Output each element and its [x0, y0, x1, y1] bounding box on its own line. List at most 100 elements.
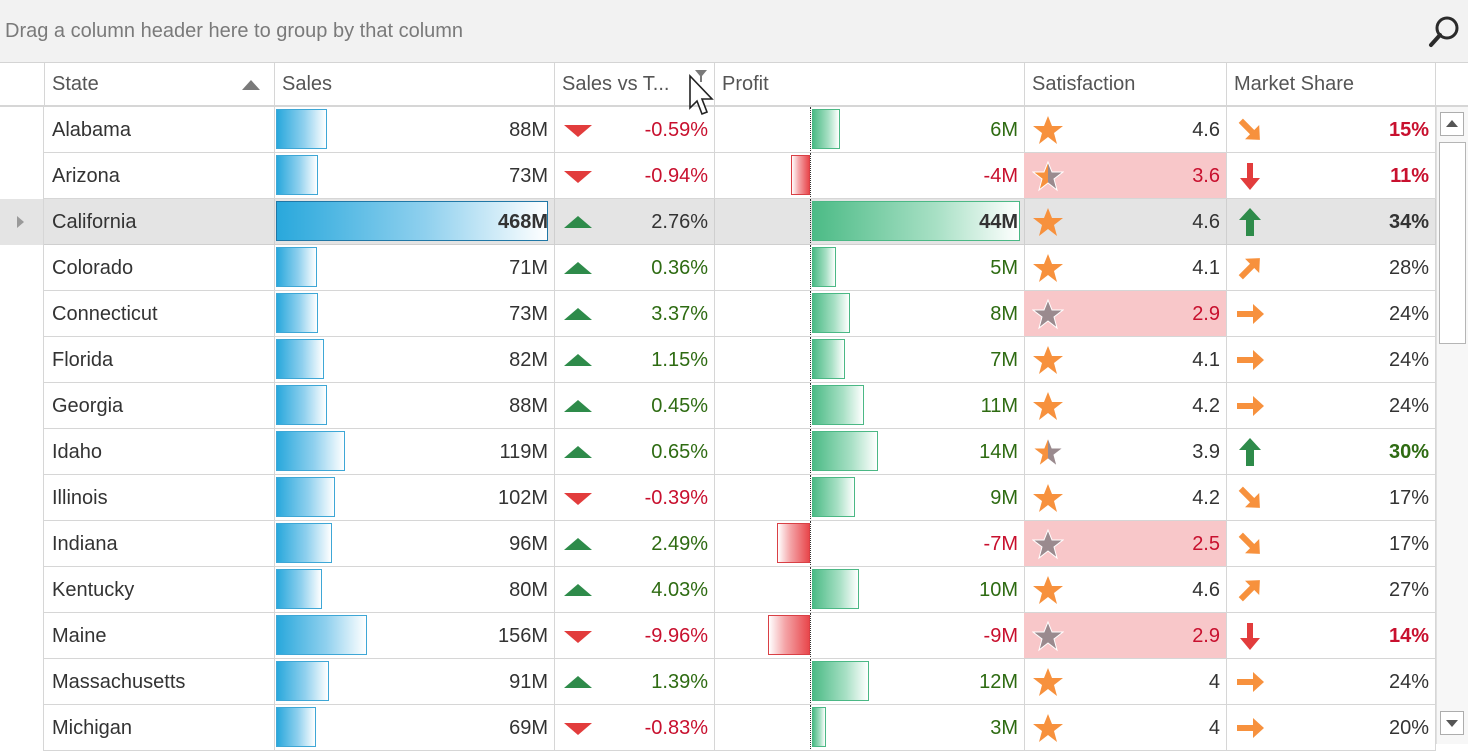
table-row[interactable]: Illinois 102M -0.39% 9M 4.2 17% [0, 475, 1436, 521]
cell-sales-vs-target[interactable]: -0.39% [554, 475, 715, 521]
row-indicator[interactable] [0, 613, 44, 659]
cell-state[interactable]: Arizona [44, 153, 275, 199]
vertical-scrollbar[interactable] [1436, 107, 1468, 744]
cell-sales[interactable]: 73M [274, 291, 555, 337]
cell-sales-vs-target[interactable]: 2.49% [554, 521, 715, 567]
group-panel[interactable]: Drag a column header here to group by th… [0, 0, 1468, 63]
table-row[interactable]: Maine 156M -9.96% -9M 2.9 14% [0, 613, 1436, 659]
table-row[interactable]: Connecticut 73M 3.37% 8M 2.9 24% [0, 291, 1436, 337]
cell-satisfaction[interactable]: 2.9 [1024, 613, 1227, 659]
cell-profit[interactable]: 9M [714, 475, 1025, 521]
cell-satisfaction[interactable]: 4.6 [1024, 567, 1227, 613]
cell-sales[interactable]: 69M [274, 705, 555, 751]
cell-profit[interactable]: 44M [714, 199, 1025, 245]
cell-satisfaction[interactable]: 3.9 [1024, 429, 1227, 475]
cell-sales[interactable]: 71M [274, 245, 555, 291]
cell-market-share[interactable]: 15% [1226, 107, 1436, 153]
cell-satisfaction[interactable]: 4.2 [1024, 383, 1227, 429]
cell-sales-vs-target[interactable]: 1.15% [554, 337, 715, 383]
row-indicator[interactable] [0, 199, 44, 245]
cell-sales[interactable]: 96M [274, 521, 555, 567]
table-row[interactable]: Arizona 73M -0.94% -4M 3.6 11% [0, 153, 1436, 199]
table-row[interactable]: Indiana 96M 2.49% -7M 2.5 17% [0, 521, 1436, 567]
cell-sales[interactable]: 73M [274, 153, 555, 199]
cell-sales[interactable]: 91M [274, 659, 555, 705]
cell-sales[interactable]: 88M [274, 383, 555, 429]
cell-profit[interactable]: 14M [714, 429, 1025, 475]
cell-satisfaction[interactable]: 4.6 [1024, 107, 1227, 153]
cell-profit[interactable]: 7M [714, 337, 1025, 383]
column-header-state[interactable]: State [44, 63, 275, 105]
cell-sales[interactable]: 468M [274, 199, 555, 245]
cell-state[interactable]: Idaho [44, 429, 275, 475]
row-indicator[interactable] [0, 521, 44, 567]
table-row[interactable]: Michigan 69M -0.83% 3M 4 20% [0, 705, 1436, 751]
cell-state[interactable]: Michigan [44, 705, 275, 751]
cell-sales-vs-target[interactable]: 2.76% [554, 199, 715, 245]
table-row[interactable]: California 468M 2.76% 44M 4.6 34% [0, 199, 1436, 245]
cell-state[interactable]: Florida [44, 337, 275, 383]
cell-sales[interactable]: 102M [274, 475, 555, 521]
table-row[interactable]: Florida 82M 1.15% 7M 4.1 24% [0, 337, 1436, 383]
cell-sales-vs-target[interactable]: 0.36% [554, 245, 715, 291]
scroll-up-button[interactable] [1440, 112, 1464, 136]
column-header-sales-vs-target[interactable]: Sales vs T... [554, 63, 715, 105]
table-row[interactable]: Idaho 119M 0.65% 14M 3.9 30% [0, 429, 1436, 475]
cell-sales[interactable]: 88M [274, 107, 555, 153]
cell-sales[interactable]: 156M [274, 613, 555, 659]
cell-satisfaction[interactable]: 2.5 [1024, 521, 1227, 567]
row-indicator[interactable] [0, 567, 44, 613]
cell-profit[interactable]: 10M [714, 567, 1025, 613]
cell-state[interactable]: Massachusetts [44, 659, 275, 705]
cell-market-share[interactable]: 17% [1226, 521, 1436, 567]
cell-state[interactable]: Connecticut [44, 291, 275, 337]
row-indicator[interactable] [0, 337, 44, 383]
table-row[interactable]: Kentucky 80M 4.03% 10M 4.6 27% [0, 567, 1436, 613]
row-indicator[interactable] [0, 383, 44, 429]
row-indicator[interactable] [0, 659, 44, 705]
cell-market-share[interactable]: 14% [1226, 613, 1436, 659]
cell-state[interactable]: Colorado [44, 245, 275, 291]
cell-profit[interactable]: -4M [714, 153, 1025, 199]
cell-state[interactable]: Georgia [44, 383, 275, 429]
cell-profit[interactable]: 5M [714, 245, 1025, 291]
cell-profit[interactable]: 3M [714, 705, 1025, 751]
cell-sales-vs-target[interactable]: 0.65% [554, 429, 715, 475]
cell-satisfaction[interactable]: 4.6 [1024, 199, 1227, 245]
cell-market-share[interactable]: 20% [1226, 705, 1436, 751]
row-indicator[interactable] [0, 705, 44, 751]
cell-profit[interactable]: 11M [714, 383, 1025, 429]
cell-profit[interactable]: 12M [714, 659, 1025, 705]
cell-market-share[interactable]: 11% [1226, 153, 1436, 199]
cell-sales-vs-target[interactable]: -0.83% [554, 705, 715, 751]
cell-sales[interactable]: 82M [274, 337, 555, 383]
scroll-down-button[interactable] [1440, 711, 1464, 735]
cell-satisfaction[interactable]: 4 [1024, 659, 1227, 705]
cell-satisfaction[interactable]: 3.6 [1024, 153, 1227, 199]
row-indicator[interactable] [0, 475, 44, 521]
cell-market-share[interactable]: 27% [1226, 567, 1436, 613]
cell-satisfaction[interactable]: 2.9 [1024, 291, 1227, 337]
cell-profit[interactable]: -7M [714, 521, 1025, 567]
cell-market-share[interactable]: 24% [1226, 659, 1436, 705]
cell-sales-vs-target[interactable]: 0.45% [554, 383, 715, 429]
cell-satisfaction[interactable]: 4.1 [1024, 245, 1227, 291]
cell-state[interactable]: Maine [44, 613, 275, 659]
row-indicator[interactable] [0, 245, 44, 291]
cell-state[interactable]: Alabama [44, 107, 275, 153]
cell-profit[interactable]: -9M [714, 613, 1025, 659]
row-indicator[interactable] [0, 291, 44, 337]
cell-market-share[interactable]: 24% [1226, 383, 1436, 429]
cell-state[interactable]: California [44, 199, 275, 245]
table-row[interactable]: Georgia 88M 0.45% 11M 4.2 24% [0, 383, 1436, 429]
cell-sales-vs-target[interactable]: 3.37% [554, 291, 715, 337]
column-header-sales[interactable]: Sales [274, 63, 555, 105]
cell-sales-vs-target[interactable]: 4.03% [554, 567, 715, 613]
scroll-thumb[interactable] [1439, 142, 1466, 344]
column-header-satisfaction[interactable]: Satisfaction [1024, 63, 1227, 105]
cell-sales-vs-target[interactable]: -0.59% [554, 107, 715, 153]
cell-market-share[interactable]: 24% [1226, 291, 1436, 337]
row-indicator[interactable] [0, 107, 44, 153]
cell-satisfaction[interactable]: 4.1 [1024, 337, 1227, 383]
cell-sales-vs-target[interactable]: -9.96% [554, 613, 715, 659]
